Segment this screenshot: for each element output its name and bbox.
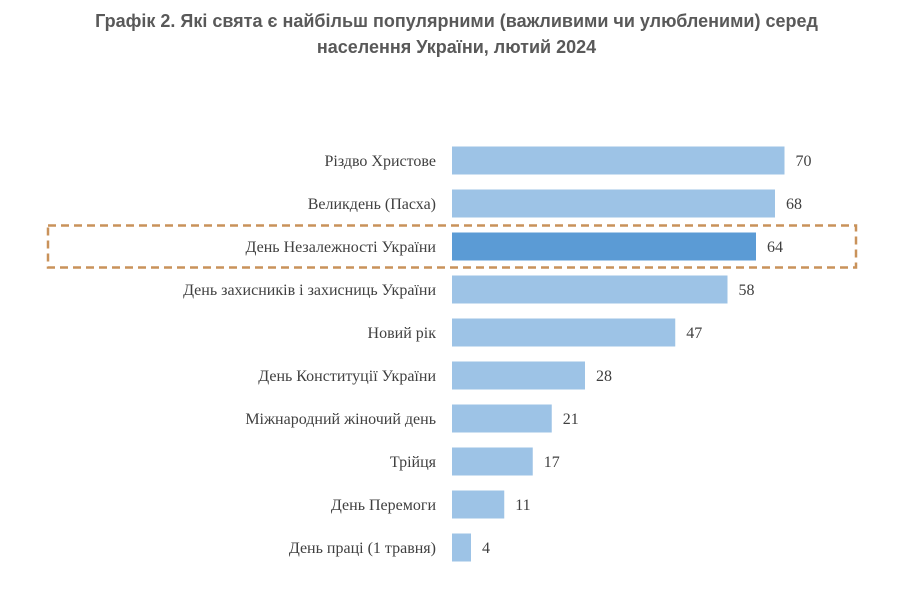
bar [452, 447, 533, 476]
category-label: Новий рік [368, 325, 437, 342]
data-label: 70 [796, 153, 812, 170]
bar [452, 318, 676, 347]
data-label: 17 [544, 454, 560, 471]
data-label: 4 [482, 540, 490, 557]
bar [452, 404, 552, 433]
category-label: День Незалежності України [246, 239, 437, 256]
category-label: День захисників і захисниць України [183, 282, 436, 299]
data-label: 68 [786, 196, 802, 213]
chart-title: Графік 2. Які свята є найбільш популярни… [0, 8, 913, 60]
chart-title-line-2: населення України, лютий 2024 [316, 37, 597, 57]
category-label: День Перемоги [331, 497, 437, 514]
data-label: 47 [686, 325, 702, 342]
data-label: 28 [596, 368, 612, 385]
data-label: 21 [563, 411, 579, 428]
highlight-box [46, 224, 858, 269]
category-label: Міжнародний жіночий день [245, 411, 436, 428]
data-label: 64 [767, 239, 783, 256]
bar [452, 232, 756, 261]
bar [452, 146, 785, 175]
bar [452, 533, 471, 562]
bar [452, 361, 585, 390]
bar [452, 490, 505, 519]
data-label: 58 [739, 282, 755, 299]
category-label: День Конституції України [258, 368, 436, 385]
data-label: 11 [515, 497, 530, 514]
bar [452, 275, 728, 304]
category-label: День праці (1 травня) [289, 540, 436, 557]
category-label: Трійця [390, 454, 437, 471]
chart-title-line-1: Графік 2. Які свята є найбільш популярни… [95, 11, 818, 31]
category-label: Різдво Христове [324, 153, 436, 170]
category-label: Великдень (Пасха) [308, 196, 436, 213]
bar [452, 189, 775, 218]
